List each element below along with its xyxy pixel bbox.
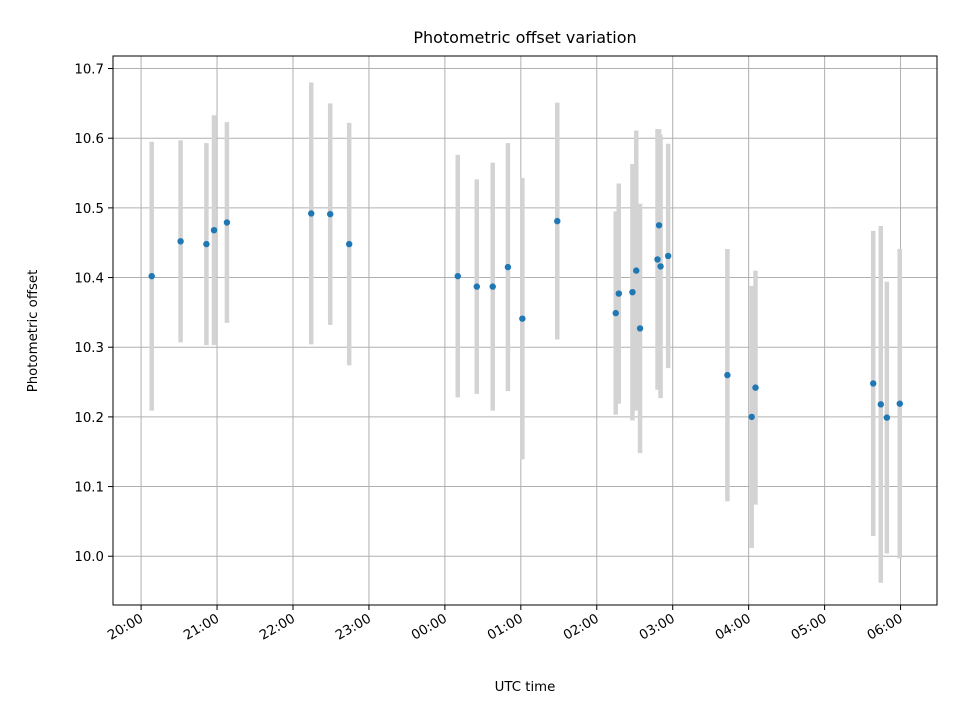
data-point [223,219,231,226]
data-point [454,272,461,280]
y-axis-label: Photometric offset [26,270,41,393]
data-point [504,263,512,271]
x-tick-label: 04:00 [713,611,754,643]
y-tick-label: 10.0 [74,550,104,565]
x-tick-label: 21:00 [181,611,222,643]
y-tick-label: 10.2 [74,411,104,426]
data-point [752,384,759,391]
data-point [629,288,636,296]
data-point [345,240,353,248]
data-point [877,401,885,408]
data-point [664,252,672,260]
data-point [636,325,644,332]
x-tick-label: 02:00 [561,611,602,643]
data-point [210,226,218,234]
data-point [654,256,661,263]
plot-frame [112,55,938,606]
x-tick-label: 23:00 [333,611,374,643]
grid-layer [113,56,937,605]
errorbar-layer [149,82,903,583]
x-tick-label: 06:00 [865,611,906,643]
data-point [327,210,334,218]
x-tick-label: 05:00 [789,611,830,643]
y-tick-label: 10.1 [74,481,104,496]
y-tick-label: 10.5 [74,202,104,217]
data-point [612,309,619,317]
data-point [615,290,622,297]
data-point [177,238,184,245]
x-tick-label: 22:00 [257,611,298,643]
chart-title: Photometric offset variation [413,28,636,47]
data-point [870,380,877,387]
data-point [308,210,315,217]
x-tick-label: 01:00 [485,611,526,643]
data-point [473,283,480,290]
data-point [896,400,903,407]
data-point [657,263,664,270]
data-point [748,413,755,421]
data-point [724,371,731,379]
data-point [489,283,496,290]
data-point [203,240,210,248]
x-axis-label: UTC time [495,680,556,695]
data-point [655,222,663,229]
data-point [148,272,155,280]
data-point [554,217,561,225]
x-tick-label: 03:00 [637,611,678,643]
y-tick-label: 10.4 [74,272,104,287]
x-tick-label: 00:00 [409,611,450,643]
data-point [633,267,640,274]
y-tick-label: 10.7 [74,63,104,78]
x-tick-label: 20:00 [105,611,146,643]
point-layer [148,210,903,421]
data-point [883,414,891,421]
data-point [519,315,526,322]
y-tick-label: 10.3 [74,341,104,356]
y-tick-label: 10.6 [74,132,104,147]
